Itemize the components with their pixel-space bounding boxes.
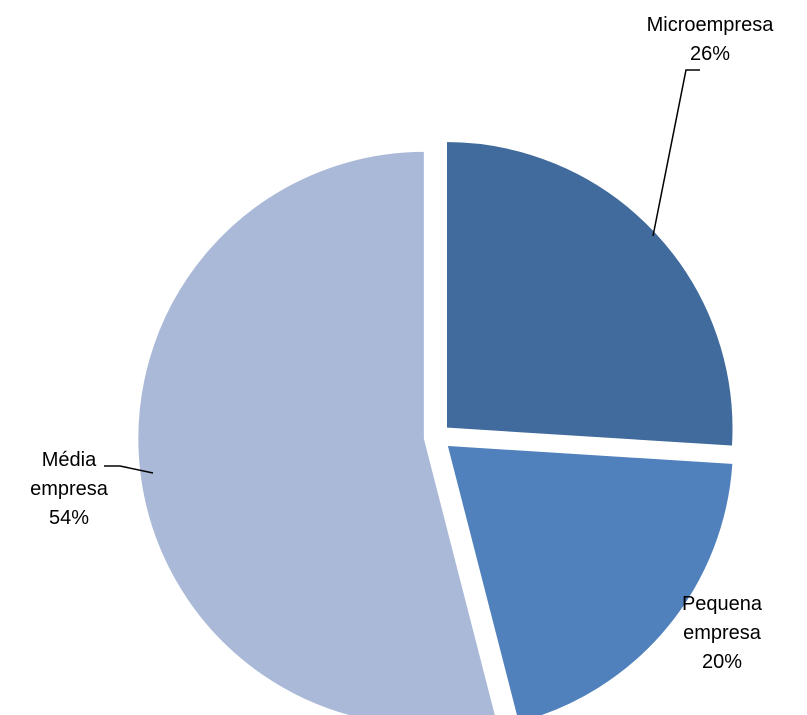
pie-slice-2 (135, 149, 498, 715)
slice-label-1-line-1: empresa (683, 622, 762, 644)
slice-label-0: Microempresa 26% (647, 14, 775, 65)
slices-layer (135, 139, 736, 715)
pie-slice-1 (444, 443, 736, 715)
leader-line-0 (652, 69, 700, 237)
slice-label-2-line-1: empresa (30, 478, 109, 500)
slice-label-1-line-0: Pequena (682, 593, 763, 615)
slice-label-1: Pequena empresa 20% (682, 593, 763, 673)
slice-label-0-line-1: 26% (690, 43, 730, 65)
slice-label-2-line-2: 54% (49, 507, 89, 529)
slice-label-2: Média empresa 54% (30, 449, 109, 529)
labels-layer: Microempresa 26% Pequena empresa 20% Média emp… (30, 14, 774, 673)
slice-label-1-line-2: 20% (702, 651, 742, 673)
slice-label-2-line-0: Média (42, 449, 97, 471)
slice-label-0-line-0: Microempresa (647, 14, 775, 36)
pie-slice-0 (444, 139, 735, 449)
leader-line-2 (104, 465, 154, 474)
leader-lines-layer (104, 69, 700, 474)
